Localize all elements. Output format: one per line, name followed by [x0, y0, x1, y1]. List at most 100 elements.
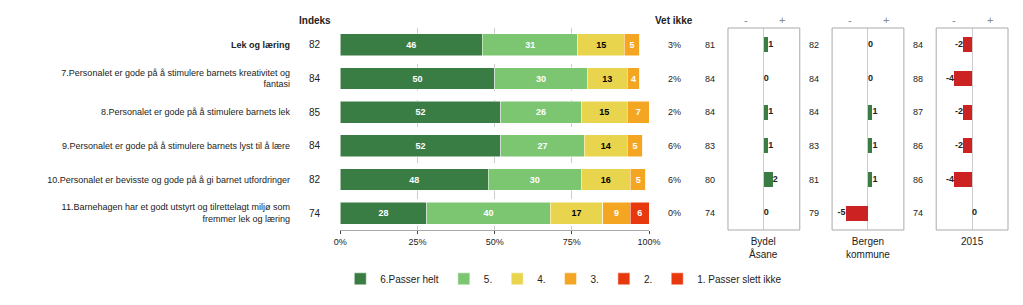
svg-text:13: 13 [602, 74, 612, 84]
svg-text:0: 0 [868, 39, 873, 49]
svg-text:1. Passer slett ikke: 1. Passer slett ikke [697, 274, 781, 285]
svg-text:6%: 6% [668, 175, 681, 185]
svg-text:74: 74 [309, 208, 321, 219]
svg-text:82: 82 [809, 40, 819, 50]
svg-text:+: + [883, 14, 889, 26]
svg-text:31: 31 [525, 40, 535, 50]
svg-text:2.: 2. [644, 274, 652, 285]
svg-text:0: 0 [764, 73, 769, 83]
svg-text:30: 30 [536, 74, 546, 84]
svg-text:84: 84 [705, 107, 715, 117]
svg-text:40: 40 [483, 208, 493, 218]
svg-text:1: 1 [872, 106, 877, 116]
svg-text:84: 84 [913, 40, 923, 50]
svg-text:BydelÅsane: BydelÅsane [749, 236, 778, 260]
svg-text:-4: -4 [946, 73, 954, 83]
svg-text:1: 1 [872, 174, 877, 184]
svg-text:84: 84 [705, 74, 715, 84]
svg-text:84: 84 [809, 74, 819, 84]
svg-text:Vet ikke: Vet ikke [655, 15, 693, 26]
svg-text:4.: 4. [537, 274, 545, 285]
svg-text:82: 82 [309, 39, 321, 50]
svg-text:-2: -2 [955, 106, 963, 116]
svg-text:6.Passer helt: 6.Passer helt [380, 274, 439, 285]
svg-text:0%: 0% [668, 208, 681, 218]
svg-text:48: 48 [409, 175, 419, 185]
svg-text:50: 50 [412, 74, 422, 84]
svg-text:84: 84 [809, 107, 819, 117]
svg-text:14: 14 [601, 141, 611, 151]
svg-text:83: 83 [705, 141, 715, 151]
svg-text:74: 74 [913, 208, 923, 218]
svg-text:0: 0 [868, 73, 873, 83]
svg-text:84: 84 [309, 73, 321, 84]
svg-text:7.Personalet er gode på å stim: 7.Personalet er gode på å stimulere barn… [61, 68, 290, 90]
svg-text:8.Personalet er gode på å stim: 8.Personalet er gode på å stimulere barn… [101, 107, 291, 117]
svg-text:81: 81 [809, 175, 819, 185]
svg-text:2: 2 [773, 174, 778, 184]
svg-text:52: 52 [416, 141, 426, 151]
svg-text:4: 4 [631, 74, 636, 84]
svg-text:2%: 2% [668, 74, 681, 84]
svg-text:0%: 0% [334, 237, 347, 247]
svg-text:-5: -5 [838, 207, 846, 217]
svg-text:6: 6 [637, 208, 642, 218]
svg-text:2015: 2015 [961, 236, 984, 247]
svg-text:5: 5 [636, 175, 641, 185]
svg-text:6%: 6% [668, 141, 681, 151]
svg-text:-2: -2 [955, 39, 963, 49]
svg-text:16: 16 [601, 175, 611, 185]
svg-text:10.Personalet er bevisste og g: 10.Personalet er bevisste og gode på å g… [47, 175, 290, 185]
svg-text:79: 79 [809, 208, 819, 218]
svg-text:9.Personalet er gode på å stim: 9.Personalet er gode på å stimulere barn… [62, 141, 290, 151]
svg-text:9: 9 [614, 208, 619, 218]
svg-text:Indeks: Indeks [299, 15, 331, 26]
svg-text:100%: 100% [637, 237, 660, 247]
svg-text:1: 1 [768, 140, 773, 150]
svg-text:86: 86 [913, 175, 923, 185]
svg-text:5.: 5. [484, 274, 492, 285]
svg-text:81: 81 [705, 40, 715, 50]
svg-text:25%: 25% [408, 237, 426, 247]
svg-text:7: 7 [636, 107, 641, 117]
svg-text:84: 84 [309, 140, 321, 151]
svg-text:3.: 3. [591, 274, 599, 285]
svg-text:+: + [987, 14, 993, 26]
svg-text:Bergenkommune: Bergenkommune [846, 236, 890, 260]
svg-text:27: 27 [537, 141, 547, 151]
svg-text:Lek og læring: Lek og læring [231, 40, 290, 50]
svg-text:-: - [848, 14, 852, 26]
svg-text:85: 85 [309, 107, 321, 118]
svg-text:87: 87 [913, 107, 923, 117]
svg-text:1: 1 [768, 39, 773, 49]
svg-text:83: 83 [809, 141, 819, 151]
svg-text:52: 52 [416, 107, 426, 117]
svg-text:11.Barnehagen har et godt utst: 11.Barnehagen har et godt utstyrt og til… [62, 202, 290, 224]
svg-text:80: 80 [705, 175, 715, 185]
svg-text:0: 0 [764, 207, 769, 217]
svg-text:46: 46 [406, 40, 416, 50]
svg-text:50%: 50% [486, 237, 504, 247]
svg-text:-4: -4 [946, 174, 954, 184]
svg-text:1: 1 [768, 106, 773, 116]
svg-text:17: 17 [571, 208, 581, 218]
svg-text:3%: 3% [668, 40, 681, 50]
svg-text:5: 5 [633, 141, 638, 151]
svg-text:75%: 75% [563, 237, 581, 247]
svg-text:+: + [779, 14, 785, 26]
svg-text:5: 5 [630, 40, 635, 50]
svg-text:88: 88 [913, 74, 923, 84]
svg-text:2%: 2% [668, 107, 681, 117]
svg-text:0: 0 [972, 207, 977, 217]
svg-text:28: 28 [378, 208, 388, 218]
svg-text:1: 1 [872, 140, 877, 150]
svg-text:30: 30 [530, 175, 540, 185]
svg-text:-: - [952, 14, 956, 26]
svg-text:26: 26 [536, 107, 546, 117]
svg-text:-: - [744, 14, 748, 26]
svg-text:15: 15 [599, 107, 609, 117]
svg-text:86: 86 [913, 141, 923, 151]
svg-text:15: 15 [596, 40, 606, 50]
svg-text:74: 74 [705, 208, 715, 218]
svg-text:82: 82 [309, 174, 321, 185]
